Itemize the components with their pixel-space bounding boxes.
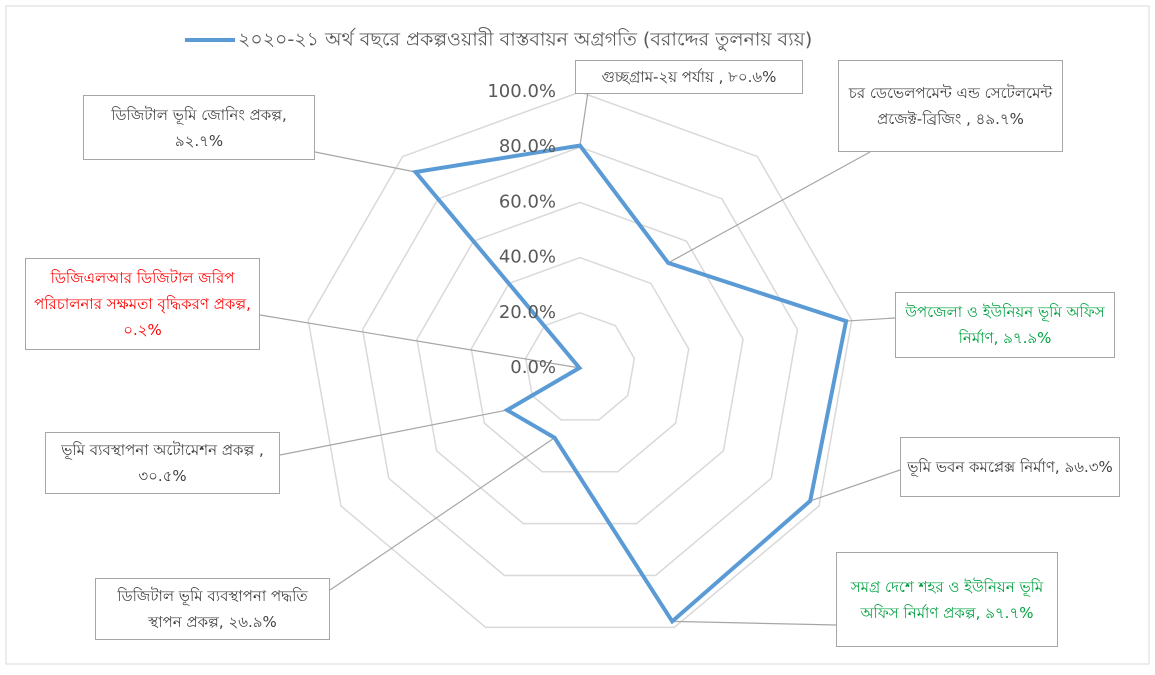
label-part: ডিজিএলআর ডিজিটাল জরিপ পরিচালনার সক্ষমতা … [34,269,251,313]
data-label-box: ডিজিএলআর ডিজিটাল জরিপ পরিচালনার সক্ষমতা … [25,258,260,350]
grid-ring [307,91,853,629]
legend-label: ২০২০-২১ অর্থ বছরে প্রকল্পওয়ারী বাস্তবায… [238,28,812,52]
label-part: ২৬.৯% [228,613,277,631]
label-part: ৩০.৫% [138,467,187,485]
data-label-text: ভূমি ভবন কমপ্লেক্স নির্মাণ, ৯৬.৩% [907,454,1113,480]
label-part: গুচ্ছগ্রাম-২য় পর্যায় , [601,68,724,86]
label-part: ৪৯.৭% [975,110,1024,128]
data-label: ডিজিটাল ভূমি জোনিং প্রকল্প, ৯২.৭% [83,95,315,160]
label-part: ৮০.৬% [728,68,777,86]
data-label-text: ডিজিটাল ভূমি ব্যবস্থাপনা পদ্ধতি স্থাপন প… [102,583,323,635]
leader-line [672,620,837,626]
label-part: ভূমি ব্যবস্থাপনা অটোমেশন প্রকল্প , [61,441,264,459]
data-label: চর ডেভেলপমেন্ট এন্ড সেটেলমেন্ট প্রজেক্ট-… [838,60,1063,152]
y-tick-label: 20.0% [499,302,556,323]
y-tick-label: 80.0% [499,136,556,157]
grid-ring [361,146,799,577]
leader-line [579,91,589,146]
data-label-box: গুচ্ছগ্রাম-২য় পর্যায় , ৮০.৬% [575,60,803,94]
leader-line [846,317,896,322]
data-label-text: সমগ্র দেশে শহর ও ইউনিয়ন ভূমি অফিস নির্ম… [843,574,1051,626]
data-label-box: ভূমি ব্যবস্থাপনা অটোমেশন প্রকল্প , ৩০.৫% [45,432,280,494]
data-label-text: উপজেলা ও ইউনিয়ন ভূমি অফিস নির্মাণ, ৯৭.৯… [902,299,1108,351]
label-part: উপজেলা ও ইউনিয়ন ভূমি অফিস নির্মাণ, [905,303,1105,347]
leader-line [314,151,416,173]
data-label: ডিজিটাল ভূমি ব্যবস্থাপনা পদ্ধতি স্থাপন প… [95,578,330,640]
data-label: উপজেলা ও ইউনিয়ন ভূমি অফিস নির্মাণ, ৯৭.৯… [895,292,1115,358]
data-label-text: চর ডেভেলপমেন্ট এন্ড সেটেলমেন্ট প্রজেক্ট-… [845,80,1056,132]
label-part: ভূমি ভবন কমপ্লেক্স নির্মাণ, [907,458,1060,476]
radar-line [411,143,849,625]
grid-ring [416,201,744,525]
data-label-box: ডিজিটাল ভূমি ব্যবস্থাপনা পদ্ধতি স্থাপন প… [95,578,330,640]
data-label-box: উপজেলা ও ইউনিয়ন ভূমি অফিস নির্মাণ, ৯৭.৯… [895,292,1115,358]
data-label-box: ভূমি ভবন কমপ্লেক্স নির্মাণ, ৯৬.৩% [900,437,1120,497]
leader-line [809,469,901,502]
label-part: চর ডেভেলপমেন্ট এন্ড সেটেলমেন্ট প্রজেক্ট-… [848,84,1053,128]
label-part: ৯৬.৩% [1064,458,1113,476]
data-label: ভূমি ভবন কমপ্লেক্স নির্মাণ, ৯৬.৩% [900,437,1120,497]
y-tick-label: 0.0% [510,357,556,378]
data-label-text: ভূমি ব্যবস্থাপনা অটোমেশন প্রকল্প , ৩০.৫% [52,437,273,489]
label-part: ৯৭.৯% [1003,329,1052,347]
label-part: ডিজিটাল ভূমি জোনিং প্রকল্প, [111,105,287,124]
label-part: ডিজিটাল ভূমি ব্যবস্থাপনা পদ্ধতি স্থাপন প… [117,587,308,631]
label-part: ৯৭.৭% [985,603,1034,622]
label-part: ৯২.৭% [174,131,224,150]
data-label: সমগ্র দেশে শহর ও ইউনিয়ন ভূমি অফিস নির্ম… [836,552,1058,647]
y-tick-label: 40.0% [499,247,556,268]
grid-ring [470,256,690,473]
data-label-text: ডিজিটাল ভূমি জোনিং প্রকল্প, ৯২.৭% [90,102,308,154]
data-label-text: গুচ্ছগ্রাম-২য় পর্যায় , ৮০.৬% [582,64,796,90]
data-label: গুচ্ছগ্রাম-২য় পর্যায় , ৮০.৬% [575,60,803,94]
y-tick-label: 60.0% [499,191,556,212]
data-label: ভূমি ব্যবস্থাপনা অটোমেশন প্রকল্প , ৩০.৫% [45,432,280,494]
data-label-text: ডিজিএলআর ডিজিটাল জরিপ পরিচালনার সক্ষমতা … [32,265,253,343]
leader-line [279,409,508,456]
leader-line [329,437,555,591]
leader-line [259,314,580,369]
data-label: ডিজিএলআর ডিজিটাল জরিপ পরিচালনার সক্ষমতা … [25,258,260,350]
label-part: ০.২% [123,321,162,339]
data-label-box: সমগ্র দেশে শহর ও ইউনিয়ন ভূমি অফিস নির্ম… [836,552,1058,647]
data-label-box: চর ডেভেলপমেন্ট এন্ড সেটেলমেন্ট প্রজেক্ট-… [838,60,1063,152]
leader-line [667,151,871,264]
label-part: সমগ্র দেশে শহর ও ইউনিয়ন ভূমি অফিস নির্ম… [850,577,1044,622]
data-label-box: ডিজিটাল ভূমি জোনিং প্রকল্প, ৯২.৭% [83,95,315,160]
y-tick-label: 100.0% [487,81,556,102]
grid-ring [524,312,636,421]
